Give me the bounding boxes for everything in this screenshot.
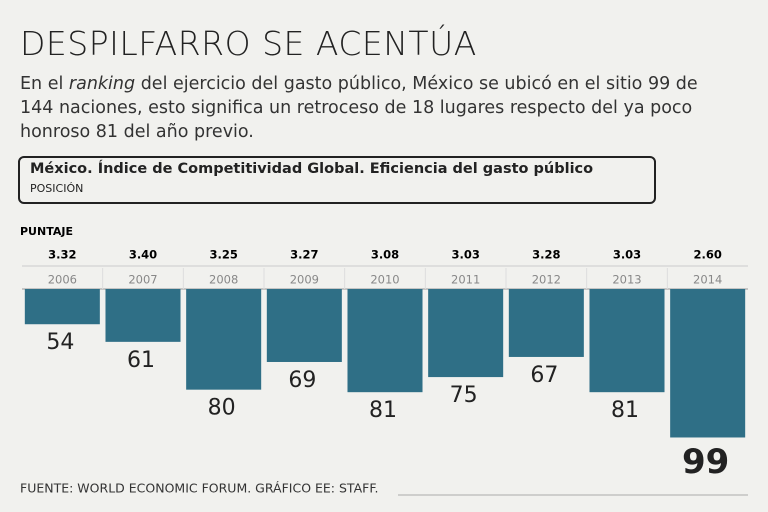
x-tick-label: 2008 bbox=[209, 273, 238, 287]
bar bbox=[508, 289, 584, 357]
x-tick-label: 2014 bbox=[693, 273, 722, 287]
value-label: 61 bbox=[127, 348, 155, 373]
box-subtitle: POSICIÓN bbox=[30, 182, 84, 195]
score-label: 3.03 bbox=[613, 248, 641, 262]
bar bbox=[24, 289, 100, 325]
x-tick-label: 2013 bbox=[612, 273, 641, 287]
bar bbox=[589, 289, 665, 393]
value-label: 54 bbox=[46, 330, 74, 355]
score-label: 2.60 bbox=[693, 248, 721, 262]
x-tick-label: 2007 bbox=[128, 273, 157, 287]
value-label: 69 bbox=[288, 368, 316, 393]
score-label: 3.03 bbox=[451, 248, 479, 262]
score-label: 3.40 bbox=[129, 248, 157, 262]
value-label: 81 bbox=[611, 398, 639, 423]
box-title: México. Índice de Competitividad Global.… bbox=[30, 161, 594, 177]
x-tick-label: 2009 bbox=[290, 273, 319, 287]
x-tick-label: 2010 bbox=[370, 273, 399, 287]
score-label: 3.25 bbox=[209, 248, 237, 262]
score-label: 3.27 bbox=[290, 248, 318, 262]
value-label: 81 bbox=[369, 398, 397, 423]
subtitle-text: En el bbox=[20, 74, 69, 94]
x-tick-label: 2012 bbox=[532, 273, 561, 287]
score-title: PUNTAJE bbox=[20, 225, 73, 238]
chart-header-box: México. Índice de Competitividad Global.… bbox=[18, 156, 656, 204]
value-label: 75 bbox=[450, 383, 478, 408]
value-label: 99 bbox=[682, 442, 729, 482]
score-label: 3.08 bbox=[371, 248, 399, 262]
bar bbox=[347, 289, 423, 393]
value-label: 80 bbox=[208, 396, 236, 421]
score-label: 3.28 bbox=[532, 248, 560, 262]
subtitle-emphasis: ranking bbox=[68, 74, 136, 94]
bar bbox=[105, 289, 181, 342]
bar bbox=[428, 289, 504, 378]
chart-subtitle: En el ranking del ejercicio del gasto pú… bbox=[20, 72, 720, 144]
chart-title: DESPILFARRO SE ACENTÚA bbox=[20, 24, 477, 63]
bar bbox=[266, 289, 342, 362]
source: FUENTE: WORLD ECONOMIC FORUM. GRÁFICO EE… bbox=[20, 481, 378, 496]
bar bbox=[186, 289, 262, 390]
bar bbox=[670, 289, 746, 438]
x-tick-label: 2011 bbox=[451, 273, 480, 287]
score-label: 3.32 bbox=[48, 248, 76, 262]
value-label: 67 bbox=[530, 363, 558, 388]
subtitle-text: del ejercicio del gasto público, México … bbox=[20, 74, 698, 142]
x-tick-label: 2006 bbox=[48, 273, 77, 287]
